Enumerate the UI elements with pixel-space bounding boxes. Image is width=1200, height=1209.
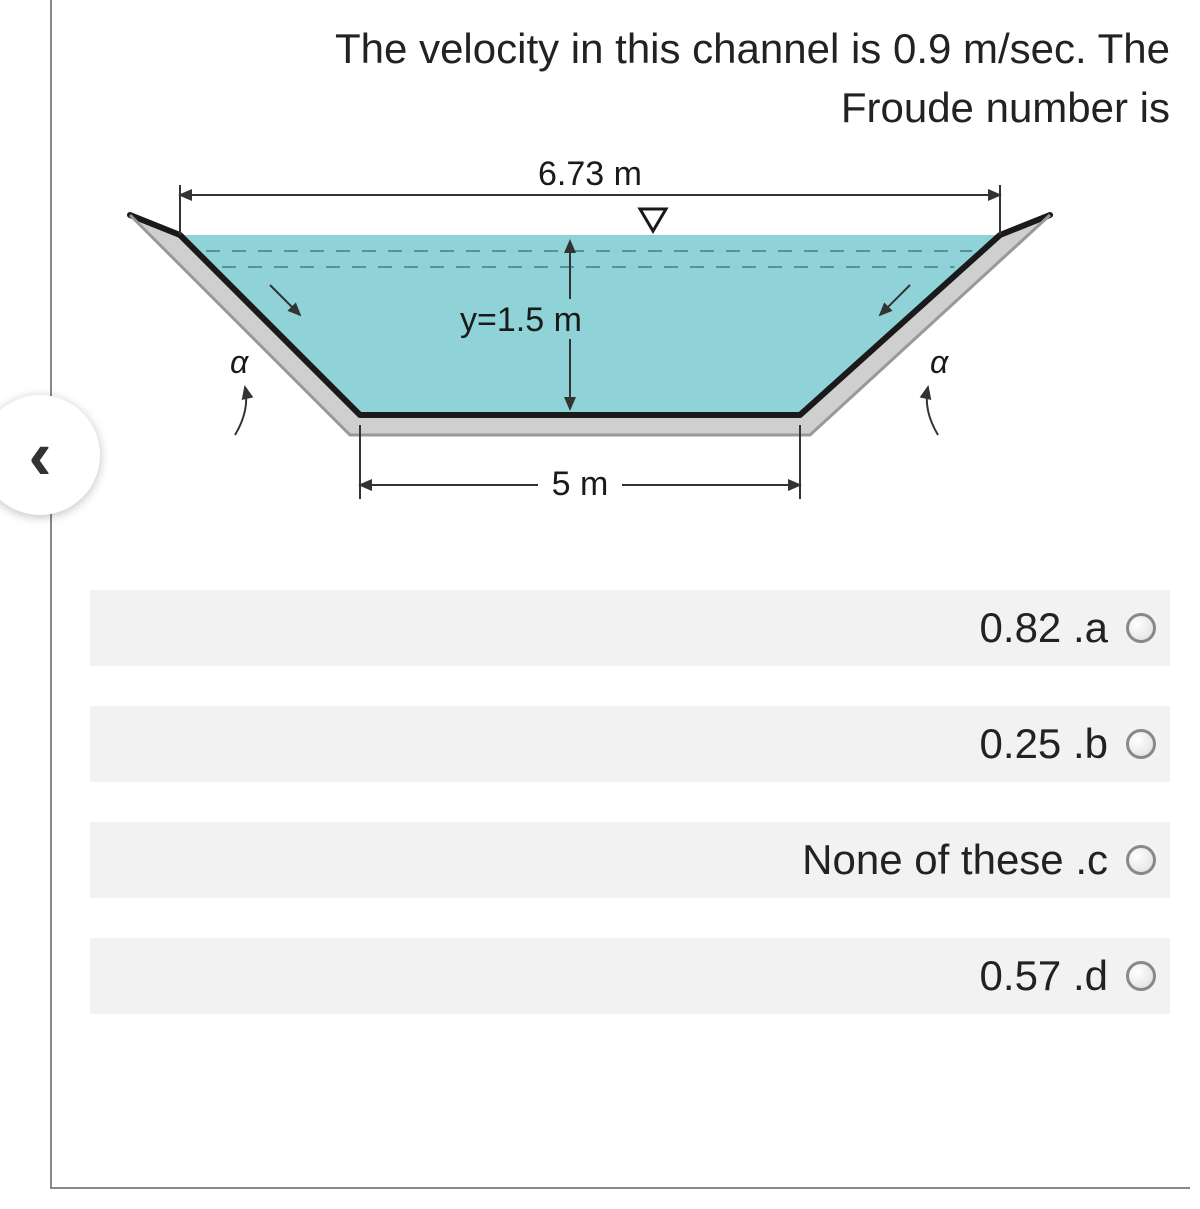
svg-text:6.73 m: 6.73 m	[538, 155, 642, 193]
svg-text:y=1.5 m: y=1.5 m	[460, 301, 582, 339]
svg-text:5 m: 5 m	[552, 465, 609, 503]
answer-option[interactable]: 0.57 .d	[90, 938, 1170, 1014]
radio-icon[interactable]	[1126, 961, 1156, 991]
answer-options: 0.82 .a 0.25 .b None of these .c 0.57 .d	[90, 590, 1170, 1054]
svg-text:α: α	[930, 344, 949, 380]
svg-text:α: α	[230, 344, 249, 380]
radio-icon[interactable]	[1126, 845, 1156, 875]
answer-option[interactable]: 0.82 .a	[90, 590, 1170, 666]
chevron-left-icon: ‹	[28, 415, 51, 495]
option-label: 0.25 .b	[980, 720, 1108, 768]
answer-option[interactable]: 0.25 .b	[90, 706, 1170, 782]
option-label: 0.82 .a	[980, 604, 1108, 652]
option-label: 0.57 .d	[980, 952, 1108, 1000]
question-text: The velocity in this channel is 0.9 m/se…	[200, 20, 1170, 138]
radio-icon[interactable]	[1126, 613, 1156, 643]
answer-option[interactable]: None of these .c	[90, 822, 1170, 898]
radio-icon[interactable]	[1126, 729, 1156, 759]
option-label: None of these .c	[802, 836, 1108, 884]
channel-diagram: 6.73 m y=1.5 m 5 m α α	[100, 155, 1080, 535]
